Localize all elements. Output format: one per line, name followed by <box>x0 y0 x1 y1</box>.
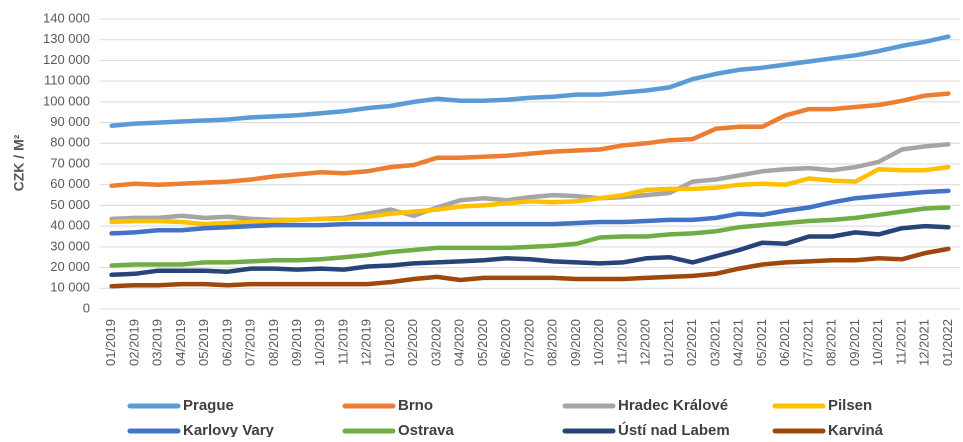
x-tick-label: 07/2020 <box>521 319 536 366</box>
y-tick-label: 140 000 <box>43 10 90 25</box>
y-tick-label: 60 000 <box>50 176 90 191</box>
legend-label: Ústí nad Labem <box>618 421 730 437</box>
x-tick-label: 03/2021 <box>707 319 722 366</box>
x-tick-label: 11/2020 <box>614 319 629 365</box>
series-line <box>109 188 951 236</box>
series-line <box>109 164 951 227</box>
x-tick-label: 06/2020 <box>498 319 513 366</box>
y-axis-title: CZK / M² <box>11 134 27 191</box>
y-tick-label: 30 000 <box>50 238 90 253</box>
x-tick-label: 12/2019 <box>359 319 374 366</box>
x-tick-label: 04/2020 <box>452 319 467 366</box>
legend-label: Pilsen <box>828 397 872 414</box>
series-line <box>109 246 951 289</box>
y-tick-label: 10 000 <box>50 280 90 295</box>
series-line <box>109 91 951 189</box>
x-tick-label: 01/2020 <box>382 319 397 366</box>
x-tick-label: 03/2020 <box>428 319 443 366</box>
y-tick-label: 130 000 <box>43 31 90 46</box>
x-tick-label: 12/2021 <box>917 319 932 366</box>
y-tick-label: 70 000 <box>50 155 90 170</box>
y-tick-label: 120 000 <box>43 52 90 67</box>
x-tick-label: 06/2019 <box>219 319 234 366</box>
x-tick-label: 02/2019 <box>126 319 141 366</box>
y-tick-label: 90 000 <box>50 114 90 129</box>
series-line <box>109 205 951 268</box>
x-tick-label: 03/2019 <box>150 319 165 366</box>
x-tick-label: 01/2022 <box>940 319 955 366</box>
y-tick-label: 80 000 <box>50 135 90 150</box>
series-line <box>109 223 951 278</box>
y-tick-label: 40 000 <box>50 218 90 233</box>
x-tick-label: 02/2021 <box>684 319 699 366</box>
x-tick-label: 11/2021 <box>893 319 908 365</box>
x-tick-label: 09/2019 <box>289 319 304 366</box>
x-tick-label: 08/2020 <box>545 319 560 366</box>
legend-label: Ostrava <box>398 422 455 437</box>
legend-label: Prague <box>183 397 234 414</box>
x-tick-label: 08/2021 <box>824 319 839 366</box>
x-tick-label: 12/2020 <box>638 319 653 366</box>
y-tick-label: 0 <box>83 300 90 315</box>
series-line <box>109 34 951 128</box>
x-tick-label: 11/2019 <box>335 319 350 365</box>
y-tick-label: 20 000 <box>50 259 90 274</box>
x-tick-label: 01/2021 <box>661 319 676 366</box>
legend-label: Brno <box>398 397 433 414</box>
x-tick-label: 04/2019 <box>173 319 188 366</box>
x-tick-label: 05/2021 <box>754 319 769 366</box>
x-tick-label: 10/2019 <box>312 319 327 366</box>
x-tick-label: 08/2019 <box>266 319 281 366</box>
x-tick-label: 04/2021 <box>731 319 746 366</box>
y-tick-label: 100 000 <box>43 93 90 108</box>
x-tick-label: 09/2021 <box>847 319 862 366</box>
x-tick-label: 06/2021 <box>777 319 792 366</box>
legend-label: Karviná <box>828 422 884 437</box>
legend-label: Karlovy Vary <box>183 422 275 437</box>
legend-label: Hradec Králové <box>618 397 728 414</box>
x-tick-label: 10/2020 <box>591 319 606 366</box>
x-tick-label: 10/2021 <box>870 319 885 366</box>
y-tick-label: 50 000 <box>50 197 90 212</box>
x-tick-label: 01/2019 <box>103 319 118 366</box>
x-tick-label: 09/2020 <box>568 319 583 366</box>
series-line <box>109 142 951 223</box>
x-tick-label: 02/2020 <box>405 319 420 366</box>
x-tick-label: 07/2019 <box>243 319 258 366</box>
x-tick-label: 05/2020 <box>475 319 490 366</box>
y-tick-label: 110 000 <box>44 73 90 88</box>
x-tick-label: 05/2019 <box>196 319 211 366</box>
x-tick-label: 07/2021 <box>800 319 815 366</box>
